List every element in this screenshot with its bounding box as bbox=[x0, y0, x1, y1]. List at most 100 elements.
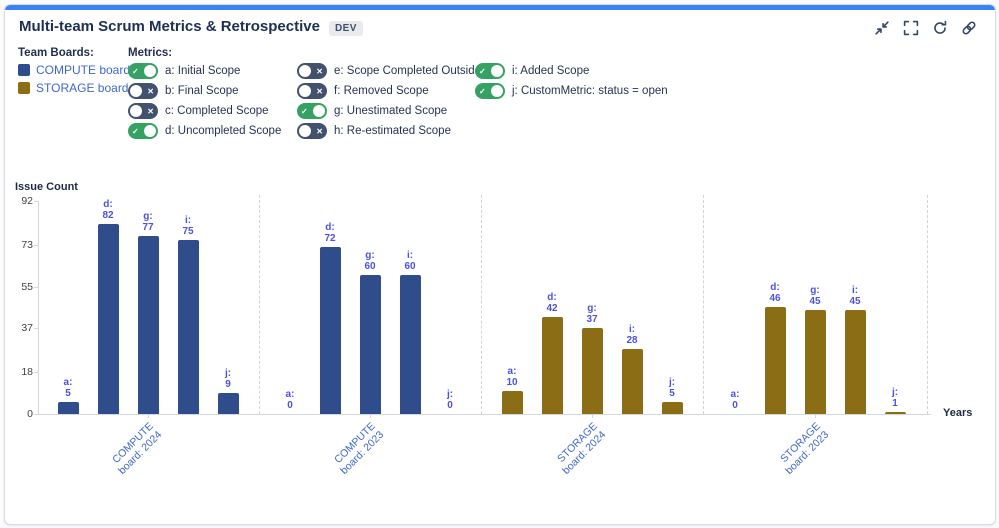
metric-toggle-row[interactable]: ✕ h: Re-estimated Scope bbox=[297, 121, 481, 141]
bar-a[interactable] bbox=[58, 402, 79, 414]
bar-value-metric: g: bbox=[587, 303, 597, 314]
bar-d[interactable] bbox=[98, 224, 119, 414]
board-legend-item[interactable]: COMPUTE board bbox=[18, 63, 130, 77]
bar-value-label: j: 0 bbox=[430, 389, 470, 411]
x-axis-line bbox=[38, 414, 931, 415]
toggle-off[interactable]: ✕ bbox=[297, 123, 327, 139]
bar-j[interactable] bbox=[662, 402, 683, 414]
category-label[interactable]: COMPUTE board: 2024 bbox=[80, 420, 164, 505]
bar-g[interactable] bbox=[805, 310, 826, 414]
bar-value-label: g: 60 bbox=[350, 250, 390, 272]
bar-value-number: 37 bbox=[586, 314, 598, 325]
y-axis-line bbox=[38, 201, 39, 414]
header-actions bbox=[874, 20, 977, 36]
metric-toggle-row[interactable]: ✓ a: Initial Scope bbox=[128, 61, 281, 81]
category-label[interactable]: STORAGE board: 2023 bbox=[747, 420, 831, 505]
category-label[interactable]: STORAGE board: 2024 bbox=[524, 420, 608, 505]
card-accent-strip bbox=[5, 5, 995, 10]
bar-g[interactable] bbox=[582, 328, 603, 414]
bar-value-label: a: 10 bbox=[492, 366, 532, 388]
toggle-on[interactable]: ✓ bbox=[475, 83, 505, 99]
board-legend-item[interactable]: STORAGE board bbox=[18, 81, 130, 95]
toggle-knob bbox=[491, 85, 503, 97]
metric-toggle-row[interactable]: ✕ e: Scope Completed Outside bbox=[297, 61, 481, 81]
bar-i[interactable] bbox=[845, 310, 866, 414]
toggle-on[interactable]: ✓ bbox=[297, 103, 327, 119]
x-axis-title: Years bbox=[943, 407, 973, 419]
collapse-icon[interactable] bbox=[874, 20, 890, 36]
toggle-on[interactable]: ✓ bbox=[475, 63, 505, 79]
metrics-column-2: ✕ e: Scope Completed Outside ✕ f: Removed S… bbox=[297, 61, 481, 141]
bar-value-number: 72 bbox=[324, 233, 336, 244]
metric-toggle-row[interactable]: ✓ g: Unestimated Scope bbox=[297, 101, 481, 121]
metric-label: e: Scope Completed Outside bbox=[334, 65, 482, 77]
x-icon: ✕ bbox=[316, 126, 323, 136]
bar-value-label: j: 1 bbox=[875, 387, 915, 409]
category-label[interactable]: COMPUTE board: 2023 bbox=[302, 420, 386, 505]
bar-value-label: j: 5 bbox=[652, 377, 692, 399]
metric-toggle-row[interactable]: ✓ d: Uncompleted Scope bbox=[128, 121, 281, 141]
bar-value-metric: a: bbox=[63, 377, 73, 388]
bar-value-label: d: 72 bbox=[310, 222, 350, 244]
refresh-icon[interactable] bbox=[932, 20, 948, 36]
y-tick-mark bbox=[34, 372, 38, 373]
toggle-on[interactable]: ✓ bbox=[128, 123, 158, 139]
bar-value-metric: g: bbox=[365, 250, 375, 261]
bar-d[interactable] bbox=[320, 247, 341, 414]
toggle-knob bbox=[313, 105, 325, 117]
bar-value-number: 42 bbox=[546, 303, 558, 314]
x-tick-mark bbox=[815, 414, 816, 418]
dev-badge: DEV bbox=[329, 21, 363, 36]
bar-value-metric: i: bbox=[851, 285, 859, 296]
toggle-off[interactable]: ✕ bbox=[128, 103, 158, 119]
toggle-off[interactable]: ✕ bbox=[128, 83, 158, 99]
bar-i[interactable] bbox=[400, 275, 421, 414]
bar-g[interactable] bbox=[360, 275, 381, 414]
bar-value-metric: i: bbox=[406, 250, 414, 261]
metric-toggle-row[interactable]: ✕ b: Final Scope bbox=[128, 81, 281, 101]
metric-toggle-row[interactable]: ✕ f: Removed Scope bbox=[297, 81, 481, 101]
bar-i[interactable] bbox=[622, 349, 643, 414]
toggle-on[interactable]: ✓ bbox=[128, 63, 158, 79]
bar-d[interactable] bbox=[542, 317, 563, 414]
bar-value-label: g: 37 bbox=[572, 303, 612, 325]
bar-value-label: g: 45 bbox=[795, 285, 835, 307]
bar-value-number: 82 bbox=[102, 210, 114, 221]
bar-value-label: g: 77 bbox=[128, 211, 168, 233]
page-title: Multi-team Scrum Metrics & Retrospective bbox=[19, 18, 320, 35]
group-separator bbox=[927, 195, 928, 414]
board-color-swatch bbox=[18, 64, 30, 76]
toggle-knob bbox=[130, 105, 142, 117]
metric-toggle-row[interactable]: ✓ i: Added Scope bbox=[475, 61, 668, 81]
bar-value-metric: g: bbox=[810, 285, 820, 296]
bar-value-label: i: 28 bbox=[612, 324, 652, 346]
category-label-line: COMPUTE bbox=[110, 420, 156, 466]
metric-toggle-row[interactable]: ✕ c: Completed Scope bbox=[128, 101, 281, 121]
metric-label: d: Uncompleted Scope bbox=[165, 125, 282, 137]
bar-j[interactable] bbox=[885, 412, 906, 414]
metric-toggle-row[interactable]: ✓ j: CustomMetric: status = open bbox=[475, 81, 668, 101]
bar-value-metric: g: bbox=[143, 211, 153, 222]
bar-value-number: 0 bbox=[447, 400, 453, 411]
check-icon: ✓ bbox=[132, 126, 139, 136]
fullscreen-icon[interactable] bbox=[903, 20, 919, 36]
bar-value-metric: j: bbox=[224, 368, 232, 379]
bar-value-label: i: 45 bbox=[835, 285, 875, 307]
bar-d[interactable] bbox=[765, 307, 786, 414]
check-icon: ✓ bbox=[132, 66, 139, 76]
x-icon: ✕ bbox=[316, 66, 323, 76]
bar-g[interactable] bbox=[138, 236, 159, 414]
y-tick-label: 37 bbox=[21, 322, 33, 334]
toggle-off[interactable]: ✕ bbox=[297, 63, 327, 79]
board-label: COMPUTE board bbox=[36, 63, 131, 77]
bar-j[interactable] bbox=[218, 393, 239, 414]
bar-value-number: 60 bbox=[404, 261, 416, 272]
toggle-off[interactable]: ✕ bbox=[297, 83, 327, 99]
y-tick-mark bbox=[34, 328, 38, 329]
bar-a[interactable] bbox=[502, 391, 523, 414]
link-icon[interactable] bbox=[961, 20, 977, 36]
bar-value-number: 28 bbox=[626, 335, 638, 346]
bar-value-number: 46 bbox=[769, 293, 781, 304]
bar-i[interactable] bbox=[178, 240, 199, 414]
